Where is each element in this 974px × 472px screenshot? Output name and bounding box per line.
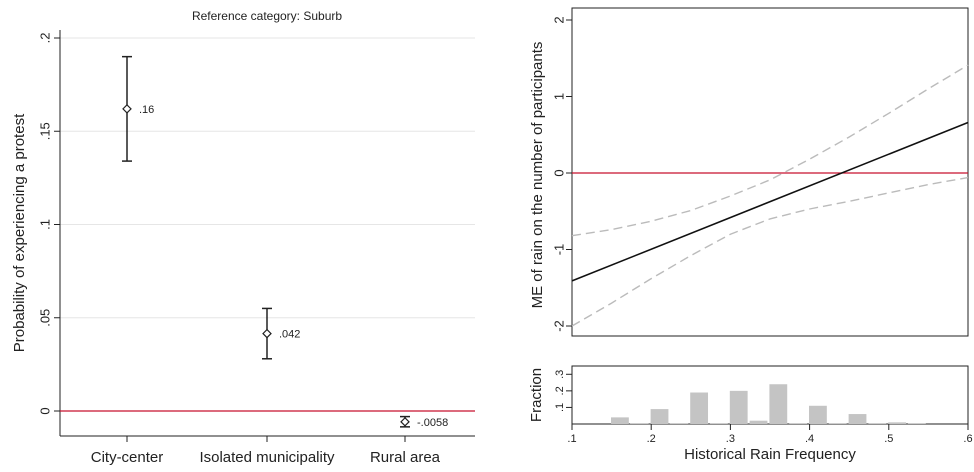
right-bottom-y-tick-label: .1 <box>554 403 566 412</box>
left-chart-title: Reference category: Suburb <box>192 9 342 23</box>
histogram-bar <box>669 423 689 424</box>
confidence-bound-line <box>571 64 969 237</box>
right-bottom-x-tick-label: .1 <box>567 433 576 445</box>
right-bottom-y-tick-label: .3 <box>554 370 566 379</box>
right-bottom-y-ticks: .1 .2 .3 <box>554 370 572 412</box>
left-x-ticks: City-center Isolated municipality Rural ar… <box>91 436 441 466</box>
right-top-y-tick-label: -2 <box>551 320 566 332</box>
histogram-bar <box>868 423 887 424</box>
histogram-bar <box>809 405 827 424</box>
right-top-frame <box>571 7 969 337</box>
histogram-bar <box>769 384 788 424</box>
confidence-bound-line <box>571 176 969 327</box>
histogram-bar <box>789 423 808 424</box>
right-bottom-x-ticks: .1 .2 .3 .4 .5 .6 <box>567 424 973 445</box>
left-y-axis-label: Probability of experiencing a protest <box>11 113 28 352</box>
left-points: .16 .042 -.0058 <box>122 55 448 429</box>
point-marker <box>262 328 272 339</box>
point-marker <box>400 416 410 427</box>
data-label: -.0058 <box>417 417 448 429</box>
histogram-bar <box>749 420 768 424</box>
histogram-bar <box>710 423 728 424</box>
histogram-bar <box>690 392 709 424</box>
histogram-bar <box>908 423 926 424</box>
histogram-bar <box>848 414 867 424</box>
histogram-bar <box>828 423 847 424</box>
left-y-tick-label: .1 <box>37 219 52 230</box>
right-top-y-axis-label: ME of rain on the number of participants <box>529 42 546 309</box>
right-bottom-x-tick-label: .2 <box>647 433 656 445</box>
left-x-tick-label: Isolated municipality <box>199 449 335 466</box>
right-top-chart: -2 -1 0 1 2 ME of rain on the number of part… <box>529 7 969 337</box>
histogram-bar <box>630 423 649 424</box>
right-top-lines <box>571 64 969 327</box>
right-top-y-tick-label: 0 <box>551 169 566 176</box>
data-label: .042 <box>279 329 300 341</box>
right-bottom-x-tick-label: .5 <box>884 433 893 445</box>
right-top-y-ticks: -2 -1 0 1 2 <box>551 16 572 332</box>
left-y-ticks: 0 .05 .1 .15 .2 <box>37 33 60 415</box>
right-bottom-x-axis-label: Historical Rain Frequency <box>684 446 856 463</box>
left-y-tick-label: 0 <box>37 407 52 414</box>
histogram-bar <box>650 409 669 424</box>
point-marker <box>122 104 132 114</box>
left-y-tick-label: .15 <box>37 122 52 140</box>
histogram-bar <box>888 422 907 424</box>
right-top-y-tick-label: 2 <box>551 16 566 23</box>
left-y-tick-label: .05 <box>37 309 52 327</box>
right-bottom-y-axis-label: Fraction <box>528 368 545 422</box>
left-gridlines <box>60 37 475 319</box>
right-bottom-x-tick-label: .3 <box>726 433 735 445</box>
right-bottom-chart: .1 .2 .3 .1 .2 .3 .4 .5 .6 Fraction Historical … <box>528 365 973 463</box>
left-y-tick-label: .2 <box>37 33 52 44</box>
data-label: .16 <box>139 104 154 116</box>
right-bottom-bars <box>611 384 926 424</box>
histogram-bar <box>729 390 748 424</box>
left-x-tick-label: City-center <box>91 449 164 466</box>
right-bottom-x-tick-label: .4 <box>805 433 814 445</box>
left-x-tick-label: Rural area <box>370 449 441 466</box>
histogram-bar <box>611 417 629 424</box>
right-top-y-tick-label: 1 <box>551 93 566 100</box>
right-bottom-y-tick-label: .2 <box>554 386 566 395</box>
right-bottom-x-tick-label: .6 <box>963 433 972 445</box>
right-top-y-tick-label: -1 <box>551 244 566 256</box>
left-chart: Reference category: Suburb 0 .05 .1 .15 .2 C… <box>11 9 475 466</box>
marginal-effect-line <box>571 121 969 282</box>
